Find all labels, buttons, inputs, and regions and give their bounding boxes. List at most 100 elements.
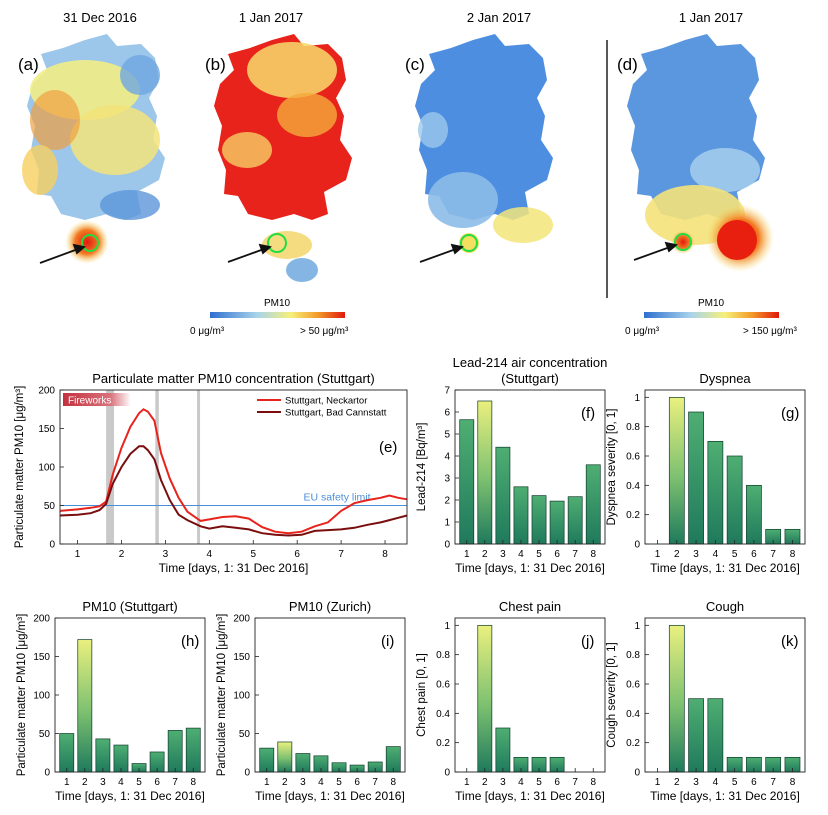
- map-arrows: [39, 241, 678, 264]
- map-c-label: (c): [405, 55, 425, 74]
- y-axis-label: Particulate matter PM10 [μg/m³]: [216, 614, 228, 777]
- bar: [495, 727, 511, 773]
- map-b: [214, 34, 352, 282]
- bar: [688, 411, 704, 545]
- y-tick-label: 0: [244, 768, 250, 779]
- x-axis-label: Time [days, 1: 31 Dec 2016]: [255, 789, 405, 803]
- chart-j: 0 0.2 0.4 0.6 0.8 1 1 2 3 4 5 6 7 8 (j) Chest pain Time …: [416, 599, 606, 803]
- map-c-arrowhead: [450, 243, 464, 255]
- bar: [95, 738, 111, 773]
- x-tick-label: 7: [572, 549, 578, 560]
- x-tick-label: 1: [264, 777, 270, 788]
- y-tick-label: 150: [38, 424, 55, 435]
- x-tick-label: 8: [390, 777, 396, 788]
- map-row: 31 Dec 2016 1 Jan 2017 2 Jan 2017 1 Jan …: [18, 10, 798, 337]
- x-tick-label: 6: [554, 777, 560, 788]
- x-tick-label: 5: [536, 549, 542, 560]
- x-axis-label: Time [days, 1: 31 Dec 2016]: [159, 561, 309, 575]
- x-tick-label: 4: [207, 549, 213, 560]
- x-tick-label: 3: [693, 549, 699, 560]
- x-tick-label: 4: [118, 777, 124, 788]
- map-a-arrow: [39, 248, 79, 264]
- map-c-arrow: [419, 248, 457, 263]
- y-tick-label: 0: [444, 768, 450, 779]
- colorbar-right-max: > 150 μg/m³: [743, 326, 798, 337]
- series-line-neckartor: [59, 408, 408, 535]
- bar: [726, 455, 743, 545]
- x-tick-label: 4: [518, 777, 524, 788]
- y-axis-label: Chest pain [0, 1]: [416, 653, 428, 737]
- x-tick-label: 2: [282, 777, 288, 788]
- bar: [477, 400, 493, 545]
- map-b-arrow: [227, 248, 265, 263]
- y-tick-label: 3: [444, 474, 450, 485]
- panel-label: (i): [381, 633, 394, 650]
- x-tick-label: 2: [482, 549, 488, 560]
- x-tick-label: 7: [372, 777, 378, 788]
- bar: [495, 446, 511, 545]
- y-tick-label: 1: [634, 621, 640, 632]
- legend-label: Stuttgart, Neckartor: [285, 396, 367, 407]
- x-tick-label: 1: [655, 777, 661, 788]
- y-tick-label: 5: [444, 430, 450, 441]
- x-tick-label: 8: [790, 549, 796, 560]
- axes-frame: [59, 389, 408, 545]
- x-tick-label: 2: [482, 777, 488, 788]
- x-tick-label: 1: [64, 777, 70, 788]
- x-tick-label: 8: [790, 777, 796, 788]
- chart-title: (Stuttgart): [501, 371, 559, 386]
- colorbar-right: [644, 312, 779, 318]
- bar: [167, 730, 183, 773]
- y-tick-label: 0.8: [626, 650, 640, 661]
- chart-title: Lead-214 air concentration: [453, 355, 608, 370]
- x-axis-label: Time [days, 1: 31 Dec 2016]: [55, 789, 205, 803]
- y-tick-label: 4: [444, 452, 450, 463]
- x-tick-label: 1: [464, 777, 470, 788]
- x-axis-label: Time [days, 1: 31 Dec 2016]: [455, 561, 605, 575]
- x-tick-label: 3: [500, 777, 506, 788]
- y-tick-label: 100: [38, 463, 55, 474]
- y-tick-label: 0.4: [436, 709, 450, 720]
- x-tick-label: 5: [732, 777, 738, 788]
- y-tick-label: 200: [233, 614, 250, 625]
- y-tick-label: 0.2: [626, 738, 640, 749]
- y-tick-label: 0.8: [436, 650, 450, 661]
- x-tick-label: 4: [318, 777, 324, 788]
- map-c-date: 2 Jan 2017: [467, 10, 531, 25]
- y-tick-label: 0.6: [626, 680, 640, 691]
- y-tick-label: 100: [233, 691, 250, 702]
- x-tick-label: 2: [674, 777, 680, 788]
- x-tick-label: 1: [655, 549, 661, 560]
- bar: [77, 639, 93, 773]
- x-tick-label: 4: [518, 549, 524, 560]
- y-tick-label: 1: [444, 621, 450, 632]
- x-tick-label: 6: [554, 549, 560, 560]
- axes-frame: [454, 389, 606, 545]
- event-band: [106, 390, 115, 544]
- x-tick-label: 3: [300, 777, 306, 788]
- x-tick-label: 2: [119, 549, 125, 560]
- chart-title: PM10 (Zurich): [289, 599, 371, 614]
- x-tick-label: 3: [100, 777, 106, 788]
- axes-frame: [644, 389, 806, 545]
- x-tick-label: 6: [751, 777, 757, 788]
- x-axis-label: Time [days, 1: 31 Dec 2016]: [455, 789, 605, 803]
- x-tick-label: 3: [693, 777, 699, 788]
- chart-e: EU safety limit Fireworks 0 50 100 150 200 1 2 3 4…: [14, 371, 408, 575]
- x-tick-label: 5: [732, 549, 738, 560]
- x-tick-label: 5: [536, 777, 542, 788]
- y-tick-label: 0.4: [626, 709, 640, 720]
- panel-label: (e): [379, 439, 397, 456]
- x-tick-label: 4: [713, 777, 719, 788]
- chart-f: 0 1 2 3 4 5 6 7 1 2 3 4 5 6 7 8 (f) Lead-214 air concentr…: [416, 355, 607, 575]
- bar: [549, 500, 565, 545]
- x-tick-label: 6: [751, 549, 757, 560]
- chart-i: 0 50 100 150 200 1 2 3 4 5 6 7 8 (i) PM10 (Zurich) Time…: [216, 599, 406, 803]
- y-tick-label: 200: [33, 614, 50, 625]
- y-tick-label: 0: [634, 540, 640, 551]
- y-tick-label: 7: [444, 386, 450, 397]
- x-tick-label: 5: [250, 549, 256, 560]
- fireworks-label: Fireworks: [68, 396, 111, 407]
- y-tick-label: 150: [33, 652, 50, 663]
